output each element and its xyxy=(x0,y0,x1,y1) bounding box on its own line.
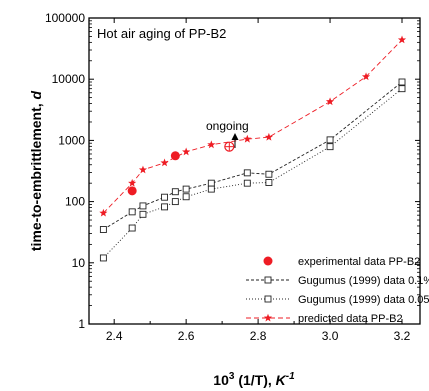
legend-item: predicted data PP-B2 xyxy=(246,313,403,325)
x-axis-label-kexp: -1 xyxy=(286,371,295,382)
legend-label: Gugumus (1999) data 0.1% AO-1 xyxy=(298,275,429,287)
data-point-s3 xyxy=(160,158,169,167)
x-tick-label: 2.6 xyxy=(178,329,195,343)
legend-marker xyxy=(264,295,272,303)
data-point-s2 xyxy=(182,193,190,201)
annotation-text: ongoing xyxy=(206,119,249,133)
data-point-s1 xyxy=(171,188,179,196)
annotation-arrowhead xyxy=(231,133,239,140)
data-point-s2 xyxy=(243,179,251,187)
data-point-s1 xyxy=(99,226,107,233)
legend-marker xyxy=(264,276,272,284)
y-tick-label: 10000 xyxy=(52,72,86,86)
y-tick-label: 1 xyxy=(78,317,85,331)
data-point-s1 xyxy=(326,136,334,144)
data-point-s0-ongoing xyxy=(224,141,235,152)
data-point-s2 xyxy=(207,185,215,193)
x-tick-label: 3.2 xyxy=(394,329,411,343)
y-axis-label-text: time-to-embrittlement, xyxy=(28,99,44,251)
data-point-s3 xyxy=(397,35,407,44)
x-tick-label: 3.0 xyxy=(322,329,339,343)
x-axis-label-exp: 3 xyxy=(229,371,235,382)
y-tick-label: 10 xyxy=(72,256,86,270)
data-point-s0 xyxy=(170,151,180,161)
y-tick-label: 100 xyxy=(65,195,85,209)
series-lines xyxy=(103,39,403,259)
legend-label: experimental data PP-B2 xyxy=(298,256,420,268)
y-axis-label-var: d xyxy=(28,90,44,99)
data-point-s2 xyxy=(139,210,147,218)
data-point-s3 xyxy=(361,72,371,81)
legend-label: predicted data PP-B2 xyxy=(298,313,403,325)
data-point-s1 xyxy=(265,170,273,178)
legend: experimental data PP-B2 Gugumus (1999) da… xyxy=(246,256,429,325)
data-point-s2 xyxy=(128,224,136,232)
series-line-3 xyxy=(103,39,403,214)
data-point-s1 xyxy=(128,208,136,216)
data-point-s1 xyxy=(207,179,215,187)
plot-frame xyxy=(88,17,421,325)
data-point-s2 xyxy=(171,198,179,206)
data-point-s2 xyxy=(161,203,169,211)
data-point-s1 xyxy=(398,78,406,86)
series-markers xyxy=(99,35,407,262)
legend-label: Gugumus (1999) data 0.05% AO-1 xyxy=(298,294,429,306)
data-point-s3 xyxy=(325,97,335,106)
x-axis: 2.4 2.6 2.8 3.0 3.2 xyxy=(106,18,411,343)
x-tick-label: 2.8 xyxy=(250,329,267,343)
y-axis: 1 10 100 1000 10000 100000 xyxy=(45,11,420,331)
x-axis-label-base: 10 xyxy=(213,372,229,388)
data-point-s3 xyxy=(99,208,108,217)
data-point-s2 xyxy=(398,85,406,93)
data-point-s2 xyxy=(326,143,334,151)
data-point-s3 xyxy=(207,140,216,149)
x-axis-label-k: K xyxy=(276,372,287,388)
data-point-s3 xyxy=(128,178,137,187)
data-point-s1 xyxy=(161,193,169,201)
legend-item: Gugumus (1999) data 0.1% AO-1 xyxy=(246,275,429,287)
data-point-s1 xyxy=(139,202,147,210)
legend-marker xyxy=(263,313,273,322)
x-axis-label-unit: (1/T), xyxy=(234,372,275,388)
data-point-s2 xyxy=(99,254,107,262)
data-point-s1 xyxy=(182,185,190,193)
legend-item: Gugumus (1999) data 0.05% AO-1 xyxy=(246,294,429,306)
y-tick-label: 100000 xyxy=(45,11,85,25)
data-point-s3 xyxy=(182,147,191,156)
data-point-s2 xyxy=(265,179,273,186)
ongoing-annotation: ongoing xyxy=(206,119,249,148)
y-tick-label: 1000 xyxy=(58,133,85,147)
x-axis-label: 103 (1/T), K-1 xyxy=(213,371,295,388)
data-point-s1 xyxy=(243,169,251,177)
data-point-s0 xyxy=(127,186,137,196)
series-line-1 xyxy=(103,81,403,230)
data-point-s3 xyxy=(243,134,252,143)
data-point-s3 xyxy=(138,165,148,174)
legend-marker xyxy=(263,256,273,266)
x-tick-label: 2.4 xyxy=(106,329,123,343)
legend-item: experimental data PP-B2 xyxy=(263,256,420,268)
data-point-s3 xyxy=(264,132,273,141)
chart-title: Hot air aging of PP-B2 xyxy=(97,26,226,41)
y-axis-label: time-to-embrittlement, d xyxy=(28,90,44,251)
